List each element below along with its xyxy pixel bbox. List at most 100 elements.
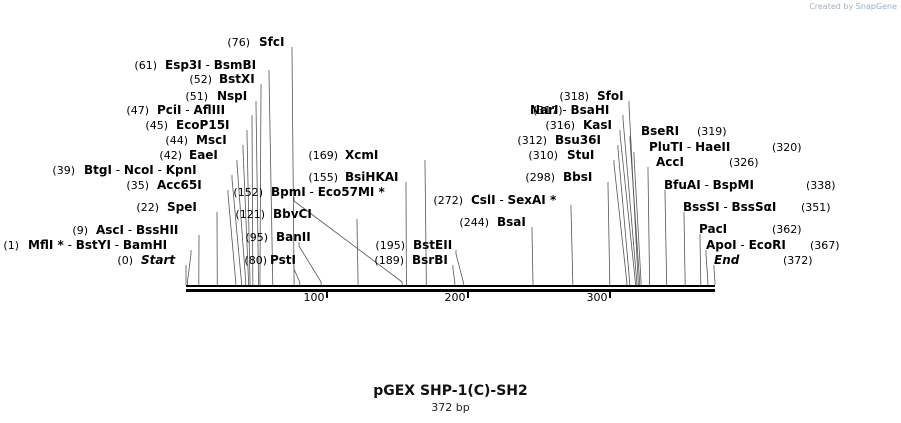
site-position: (121) <box>235 208 265 221</box>
enzyme-separator: - <box>111 238 123 252</box>
enzyme-label: PluTI <box>649 140 683 154</box>
enzyme-name[interactable]: SfoI <box>597 89 624 103</box>
enzyme-name[interactable]: StuI <box>567 148 594 162</box>
enzyme-label: BpmI <box>271 185 306 199</box>
enzyme-name[interactable]: XcmI <box>345 148 378 162</box>
enzyme-name[interactable]: BsrBI <box>412 253 448 267</box>
enzyme-label: BsaHI <box>571 103 610 117</box>
enzyme-name[interactable]: KasI <box>583 118 612 132</box>
ruler-tick-mark <box>467 292 469 298</box>
enzyme-name[interactable]: Esp3I - BsmBI <box>165 58 256 72</box>
enzyme-name[interactable]: PciI - AflIII <box>157 103 225 117</box>
enzyme-label: AscI <box>96 223 124 237</box>
site-leader-line <box>251 115 254 285</box>
enzyme-name[interactable]: End <box>714 253 740 267</box>
site-position: (189) <box>374 254 404 267</box>
enzyme-label: BstYI <box>76 238 111 252</box>
enzyme-name[interactable]: Start <box>141 253 176 267</box>
enzyme-name[interactable]: PstI <box>270 253 296 267</box>
site-leader-line <box>455 250 464 285</box>
enzyme-name[interactable]: MscI <box>196 133 227 147</box>
enzyme-label: BamHI <box>123 238 167 252</box>
enzyme-name[interactable]: BanII <box>276 230 311 244</box>
site-leader-line <box>613 160 628 285</box>
enzyme-name[interactable]: BseRI <box>641 124 679 138</box>
site-leader-line <box>227 190 237 285</box>
site-position: (372) <box>783 254 813 267</box>
site-leader-line <box>619 130 636 285</box>
enzyme-name[interactable]: BssSI - BssSαI <box>683 200 776 214</box>
site-leader-line <box>617 145 631 285</box>
site-position: (317) <box>533 104 563 117</box>
enzyme-name[interactable]: CslI - SexAI * <box>471 193 557 207</box>
site-leader-line <box>424 160 427 285</box>
watermark-prefix: Created by <box>809 2 854 11</box>
enzyme-label: BtgI <box>84 163 112 177</box>
site-position: (318) <box>559 90 589 103</box>
enzyme-name[interactable]: NspI <box>217 89 247 103</box>
enzyme-label: BfuAI <box>664 178 701 192</box>
enzyme-separator: - <box>701 178 713 192</box>
enzyme-name[interactable]: BsiHKAI <box>345 170 399 184</box>
enzyme-name[interactable]: BpmI - Eco57MI * <box>271 185 386 199</box>
enzyme-label: SfoI <box>597 89 624 103</box>
ruler-tick-mark <box>609 292 611 298</box>
enzyme-name[interactable]: Acc65I <box>157 178 202 192</box>
enzyme-name[interactable]: PluTI - HaeII <box>649 140 730 154</box>
enzyme-name[interactable]: BstEII <box>413 238 452 252</box>
site-position: (95) <box>245 231 268 244</box>
enzyme-name[interactable]: Bsu36I <box>555 133 601 147</box>
enzyme-separator: - <box>737 238 749 252</box>
enzyme-label: BssSI <box>683 200 720 214</box>
site-position: (44) <box>165 134 188 147</box>
enzyme-separator: - <box>154 163 166 177</box>
site-position: (367) <box>810 239 840 252</box>
enzyme-label: AflIII <box>193 103 225 117</box>
enzyme-label: Acc65I <box>157 178 202 192</box>
enzyme-name[interactable]: BbsI <box>563 170 592 184</box>
enzyme-name[interactable]: ApoI - EcoRI <box>706 238 786 252</box>
enzyme-name[interactable]: NarI - BsaHI <box>530 103 609 117</box>
enzyme-name[interactable]: MflI * - BstYI - BamHI <box>28 238 167 252</box>
enzyme-label: NcoI <box>124 163 154 177</box>
plasmid-title: pGEX SHP-1(C)-SH2 <box>373 383 528 399</box>
enzyme-name[interactable]: BfuAI - BspMI <box>664 178 754 192</box>
enzyme-name[interactable]: AscI - BssHII <box>96 223 178 237</box>
enzyme-label: SpeI <box>167 200 197 214</box>
enzyme-name[interactable]: SpeI <box>167 200 197 214</box>
watermark-brand: SnapGene <box>855 2 897 11</box>
site-leader-line <box>647 167 650 285</box>
enzyme-separator: - <box>306 185 318 199</box>
enzyme-name[interactable]: BstXI <box>219 72 255 86</box>
enzyme-name[interactable]: EcoP15I <box>176 118 230 132</box>
enzyme-label: SfcI <box>259 35 284 49</box>
enzyme-separator: - <box>683 140 695 154</box>
site-leader-line <box>683 212 686 285</box>
enzyme-name[interactable]: BbvCI <box>273 207 312 221</box>
site-leader-line <box>242 145 249 285</box>
enzyme-name[interactable]: PacI <box>699 222 727 236</box>
enzyme-label: End <box>714 253 740 267</box>
enzyme-separator: - <box>64 238 76 252</box>
enzyme-label: BspMI <box>713 178 754 192</box>
enzyme-label: StuI <box>567 148 594 162</box>
enzyme-name[interactable]: BtgI - NcoI - KpnI <box>84 163 197 177</box>
site-leader-line <box>291 47 295 285</box>
site-position: (35) <box>126 179 149 192</box>
enzyme-name[interactable]: EaeI <box>189 148 218 162</box>
enzyme-name[interactable]: BsaI <box>497 215 526 229</box>
enzyme-label: BstEII <box>413 238 452 252</box>
enzyme-name[interactable]: SfcI <box>259 35 284 49</box>
enzyme-label: Bsu36I <box>555 133 601 147</box>
enzyme-separator: - <box>182 103 194 117</box>
site-position: (42) <box>159 149 182 162</box>
site-leader-lines <box>185 47 716 285</box>
enzyme-label: BanII <box>276 230 311 244</box>
enzyme-name[interactable]: AccI <box>656 155 684 169</box>
enzyme-label: BseRI <box>641 124 679 138</box>
site-leader-line <box>356 219 359 285</box>
enzyme-label: XcmI <box>345 148 378 162</box>
ruler-tick-label: 300 <box>587 291 608 304</box>
enzyme-separator: - <box>202 58 214 72</box>
sequence-backbone <box>186 285 715 292</box>
